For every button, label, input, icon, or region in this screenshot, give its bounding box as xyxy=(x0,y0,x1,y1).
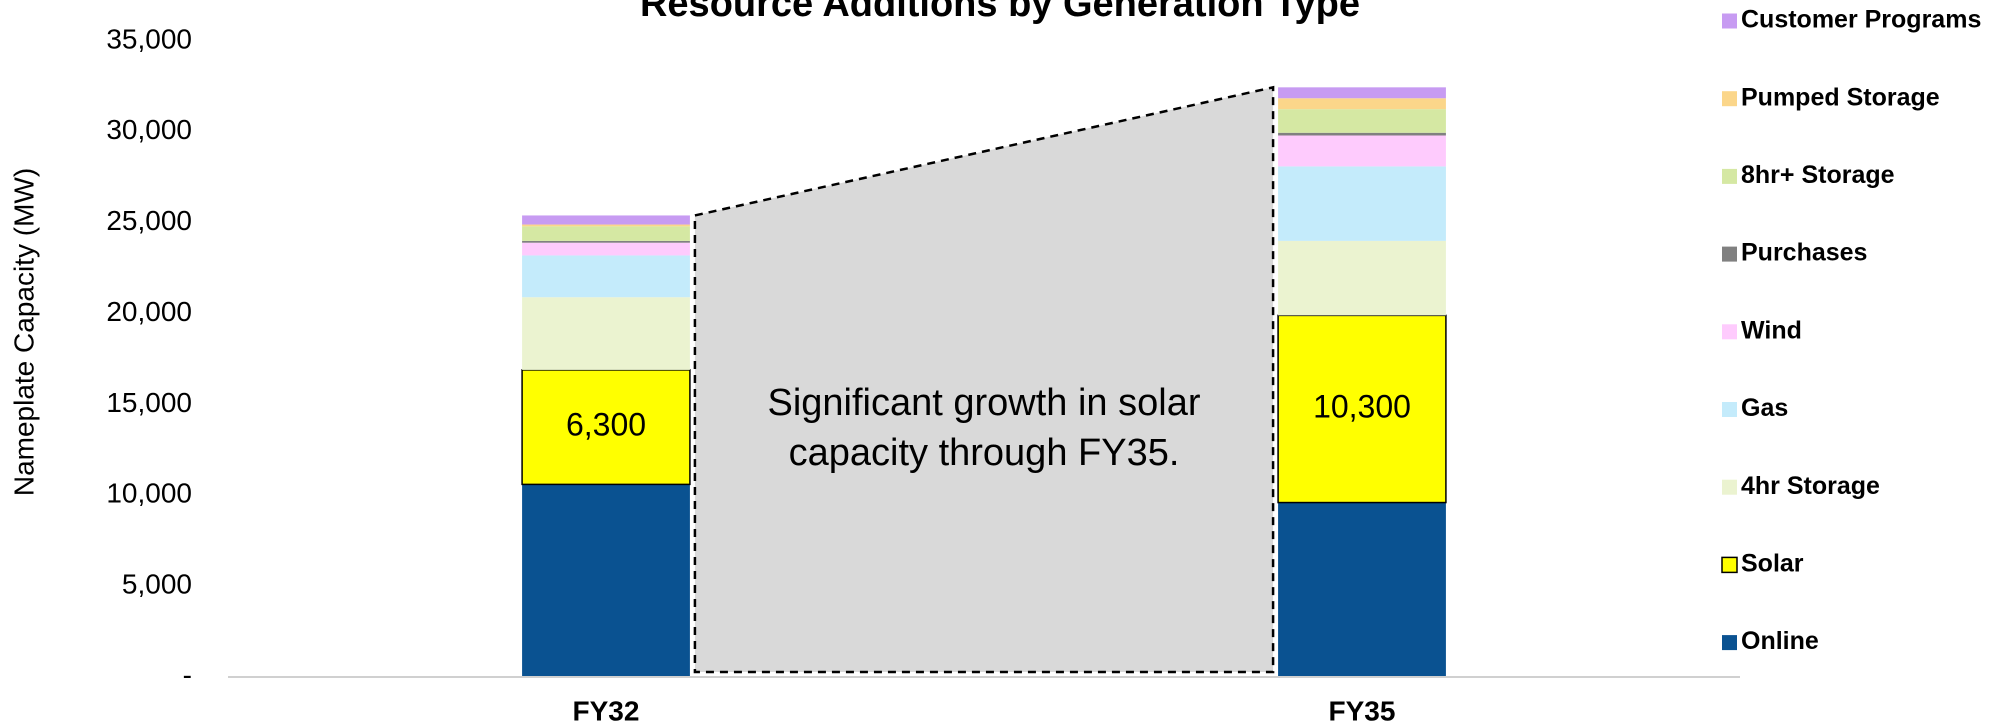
legend-label: Gas xyxy=(1741,394,1788,422)
bar-segment xyxy=(522,215,690,225)
legend-swatch xyxy=(1722,479,1737,495)
y-tick-label: 10,000 xyxy=(106,478,192,509)
bar-segment xyxy=(521,369,691,486)
y-tick-label: 25,000 xyxy=(106,205,192,236)
legend-swatch xyxy=(1722,635,1737,651)
bar-segment xyxy=(522,242,690,256)
legend-label: Purchases xyxy=(1741,239,1867,267)
legend-swatch xyxy=(1722,324,1737,340)
bar-segment xyxy=(522,240,690,243)
y-tick-label: - xyxy=(183,659,192,690)
bar-segment xyxy=(1277,314,1447,504)
legend-label: Pumped Storage xyxy=(1741,83,1940,111)
legend-swatch xyxy=(1722,91,1737,107)
bar-segment xyxy=(1278,502,1446,677)
y-tick-label: 30,000 xyxy=(106,114,192,145)
legend-label: Online xyxy=(1741,627,1819,655)
x-tick-label: FY32 xyxy=(573,695,640,726)
bar-segment xyxy=(522,226,690,241)
legend-label: 8hr+ Storage xyxy=(1741,161,1895,189)
annotation-box xyxy=(693,85,1275,674)
value-label: 10,300 xyxy=(1313,388,1411,424)
bar-segment xyxy=(1278,166,1446,241)
legend-swatch xyxy=(1722,13,1737,29)
legend-swatch xyxy=(1722,402,1737,417)
legend-label: Solar xyxy=(1741,550,1804,578)
bar-segment xyxy=(522,224,690,227)
y-tick-label: 35,000 xyxy=(106,23,192,54)
legend-swatch xyxy=(1721,556,1738,574)
legend-label: 4hr Storage xyxy=(1741,472,1880,500)
bar-segment xyxy=(1278,87,1446,99)
y-axis-label: Nameplate Capacity (MW) xyxy=(8,168,39,496)
bar-segment xyxy=(1278,135,1446,167)
legend-swatch xyxy=(1722,246,1737,262)
annotation: Significant growth in solar capacity thro… xyxy=(768,382,1201,474)
bar-segment xyxy=(1278,109,1446,133)
legend-label: Wind xyxy=(1741,316,1802,344)
y-tick-label: 15,000 xyxy=(106,387,192,418)
bar-segment xyxy=(1278,240,1446,316)
chart-title: Resource Additions by Generation Type xyxy=(640,0,1360,25)
bar-segment xyxy=(522,484,690,677)
x-tick-label: FY35 xyxy=(1329,695,1396,726)
bar-segment xyxy=(1278,98,1446,110)
bar-segment xyxy=(1278,132,1446,136)
bar-segment xyxy=(522,255,690,298)
y-tick-label: 5,000 xyxy=(122,569,192,600)
legend-swatch xyxy=(1722,168,1737,184)
legend-label: Customer Programs xyxy=(1741,6,1981,34)
bar-segment xyxy=(522,297,690,370)
value-label: 6,300 xyxy=(566,407,646,443)
y-tick-label: 20,000 xyxy=(106,296,192,327)
